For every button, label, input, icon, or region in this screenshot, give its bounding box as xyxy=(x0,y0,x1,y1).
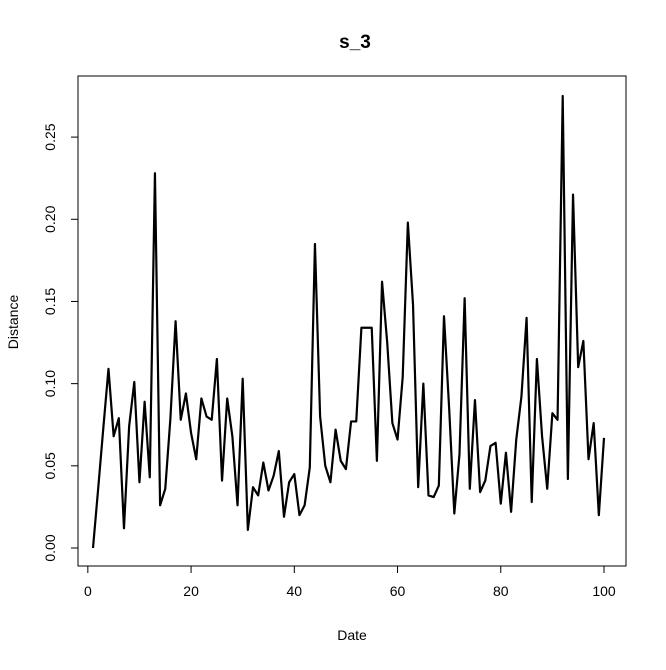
y-axis-label: Distance xyxy=(5,295,21,350)
series-line xyxy=(91,94,606,549)
x-axis-label: Date xyxy=(337,627,367,643)
x-tick-label: 0 xyxy=(84,583,92,599)
y-tick-label: 0.05 xyxy=(42,452,58,479)
y-axis: 0.00 0.05 0.10 0.15 0.20 0.25 xyxy=(42,123,78,562)
x-tick-label: 80 xyxy=(493,583,509,599)
x-tick-label: 100 xyxy=(592,583,616,599)
y-tick-label: 0.25 xyxy=(42,123,58,150)
y-tick-label: 0.10 xyxy=(42,370,58,397)
x-axis: 0 20 40 60 80 100 xyxy=(84,566,616,599)
y-tick-label: 0.15 xyxy=(42,288,58,315)
y-tick-label: 0.20 xyxy=(42,205,58,232)
chart-title: s_3 xyxy=(339,32,371,53)
plot-frame xyxy=(77,75,627,567)
x-tick-label: 20 xyxy=(183,583,199,599)
x-tick-label: 40 xyxy=(287,583,303,599)
y-tick-label: 0.00 xyxy=(42,534,58,561)
x-tick-label: 60 xyxy=(390,583,406,599)
